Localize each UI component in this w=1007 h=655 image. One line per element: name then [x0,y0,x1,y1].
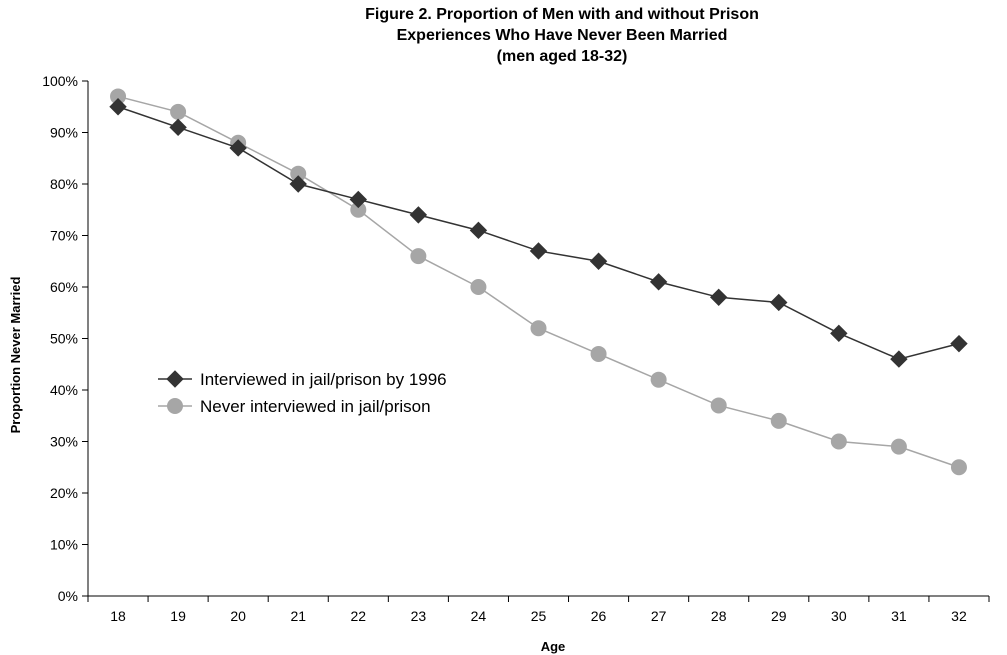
data-point [890,438,907,455]
data-point [469,221,488,240]
x-tick-label: 19 [170,608,186,624]
x-tick-label: 22 [351,608,367,624]
y-tick-label: 10% [50,537,78,553]
data-point [409,206,428,224]
data-point [709,288,728,307]
legend-marker [166,370,184,388]
y-tick-label: 80% [50,176,78,192]
x-tick-label: 21 [290,608,306,624]
chart-title-line-2: Experiences Who Have Never Been Married [397,27,728,44]
data-point [830,324,848,343]
legend-label: Never interviewed in jail/prison [200,397,431,416]
y-tick-label: 20% [50,485,78,501]
legend-marker [167,398,183,414]
legend: Interviewed in jail/prison by 1996 Never … [158,370,447,416]
data-point [950,459,967,476]
x-tick-label: 30 [831,608,847,624]
data-point [349,190,368,209]
data-point [229,139,247,157]
x-tick-label: 29 [771,608,787,624]
chart-title-line-1: Figure 2. Proportion of Men with and wit… [365,6,759,23]
series-layer [109,88,968,476]
legend-item-1: Interviewed in jail/prison by 1996 [158,370,447,389]
x-tick-label: 20 [230,608,246,624]
data-point [470,279,487,295]
x-tick-label: 24 [471,608,487,624]
y-tick-label: 70% [50,228,78,244]
data-point [410,248,427,265]
data-point [830,433,847,450]
x-tick-label: 32 [951,608,967,624]
data-point [710,397,727,414]
chart-title: Figure 2. Proportion of Men with and wit… [365,6,759,65]
y-tick-label: 40% [50,382,78,398]
chart-title-line-3: (men aged 18-32) [497,48,628,65]
data-point [589,252,608,270]
data-point [649,273,668,291]
data-point [890,350,908,368]
x-tick-label: 27 [651,608,667,624]
x-tick-label: 23 [411,608,427,624]
x-tick-label: 31 [891,608,907,624]
data-point [289,175,307,193]
y-tick-label: 90% [50,125,78,141]
series-1 [109,98,968,368]
y-axis-label: Proportion Never Married [8,277,23,434]
y-axis: 0% 10% 20% 30% 40% 50% 60% 70% 80% 90% 100% [42,73,89,604]
data-point [770,293,788,312]
x-tick-label: 28 [711,608,727,624]
y-tick-label: 30% [50,434,78,450]
y-tick-label: 50% [50,331,78,347]
y-tick-label: 100% [42,73,78,89]
data-point [109,98,127,116]
data-point [169,118,187,137]
data-point [530,320,547,337]
data-point [170,103,187,120]
data-point [529,242,548,260]
x-axis-label: Age [541,639,566,654]
data-point [650,371,667,388]
legend-label: Interviewed in jail/prison by 1996 [200,370,447,389]
data-point [950,334,968,353]
data-point [590,345,607,362]
x-tick-label: 18 [110,608,126,624]
data-point [770,412,787,429]
y-tick-label: 0% [58,588,78,604]
x-axis: 18 19 20 21 22 23 24 25 26 27 28 29 30 31 32 [87,595,990,624]
y-tick-label: 60% [50,279,78,295]
x-tick-label: 25 [531,608,547,624]
legend-item-2: Never interviewed in jail/prison [158,397,431,416]
x-tick-label: 26 [591,608,607,624]
